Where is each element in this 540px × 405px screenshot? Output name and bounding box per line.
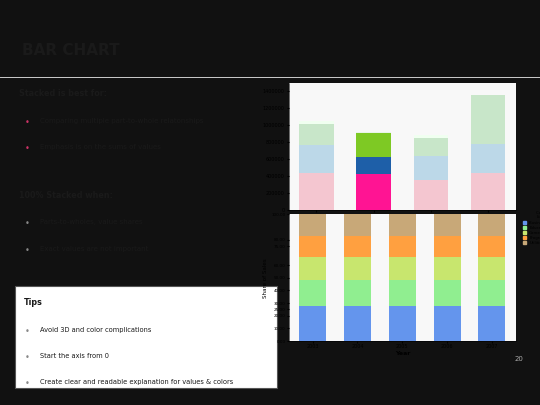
FancyBboxPatch shape [15,286,277,388]
Text: Exact values are not important: Exact values are not important [40,245,149,252]
Bar [434,258,461,280]
Text: Create clear and readable explanation for values & colors: Create clear and readable explanation fo… [40,379,234,385]
Bar [478,215,505,236]
Bar [356,157,391,174]
Bar [389,236,416,258]
Bar [356,174,391,210]
Bar [299,305,326,341]
Text: Parts-to-wholes, value shares: Parts-to-wholes, value shares [40,220,143,226]
Bar [478,236,505,258]
Bar [471,144,505,173]
Bar [414,180,448,210]
Bar [356,132,391,133]
Text: •: • [24,220,29,228]
Text: Start the axis from 0: Start the axis from 0 [40,353,110,359]
Text: •: • [24,379,29,388]
Bar [389,258,416,280]
Bar [356,133,391,157]
Text: 20: 20 [515,356,524,362]
Bar [299,258,326,280]
Bar [299,280,326,305]
Bar [299,121,334,124]
Bar [344,215,371,236]
Bar [478,258,505,280]
Bar [414,135,448,138]
Text: Emphasis is on the sums of values: Emphasis is on the sums of values [40,144,161,150]
Bar [389,215,416,236]
Bar [389,305,416,341]
Text: •: • [24,144,29,153]
Bar [471,95,505,144]
Bar [478,305,505,341]
Bar [299,173,334,210]
Bar [434,215,461,236]
Text: Tips: Tips [24,298,43,307]
Text: 100% Stacked when:: 100% Stacked when: [19,191,113,200]
X-axis label: Year: Year [395,351,410,356]
Bar [299,124,334,145]
Bar [434,236,461,258]
Bar [478,280,505,305]
Y-axis label: Share of Sales: Share of Sales [264,258,268,298]
Bar [299,215,326,236]
Text: CONFIDENTIAL: CONFIDENTIAL [73,357,119,362]
Text: BAR CHART: BAR CHART [22,43,119,58]
Text: Comparing multiple part-to-whole relatonships: Comparing multiple part-to-whole relaton… [40,117,204,124]
Bar [389,280,416,305]
Bar [414,138,448,156]
Bar [434,305,461,341]
Text: •: • [24,245,29,255]
Bar [414,156,448,180]
Text: Stacked is best for:: Stacked is best for: [19,89,107,98]
Text: <epam>: <epam> [16,355,46,364]
Text: •: • [24,326,29,336]
Bar [471,173,505,210]
Bar [344,236,371,258]
Bar [344,258,371,280]
Bar [299,236,326,258]
Text: •: • [24,117,29,127]
Bar [299,145,334,173]
Bar [344,280,371,305]
Bar [344,305,371,341]
Text: |: | [62,355,65,364]
Legend: Business Productivity, Educational, Games, Programming, Utilities: Business Productivity, Educational, Game… [522,210,540,246]
Text: Avoid 3D and color complications: Avoid 3D and color complications [40,326,152,333]
Text: •: • [24,353,29,362]
Bar [434,280,461,305]
